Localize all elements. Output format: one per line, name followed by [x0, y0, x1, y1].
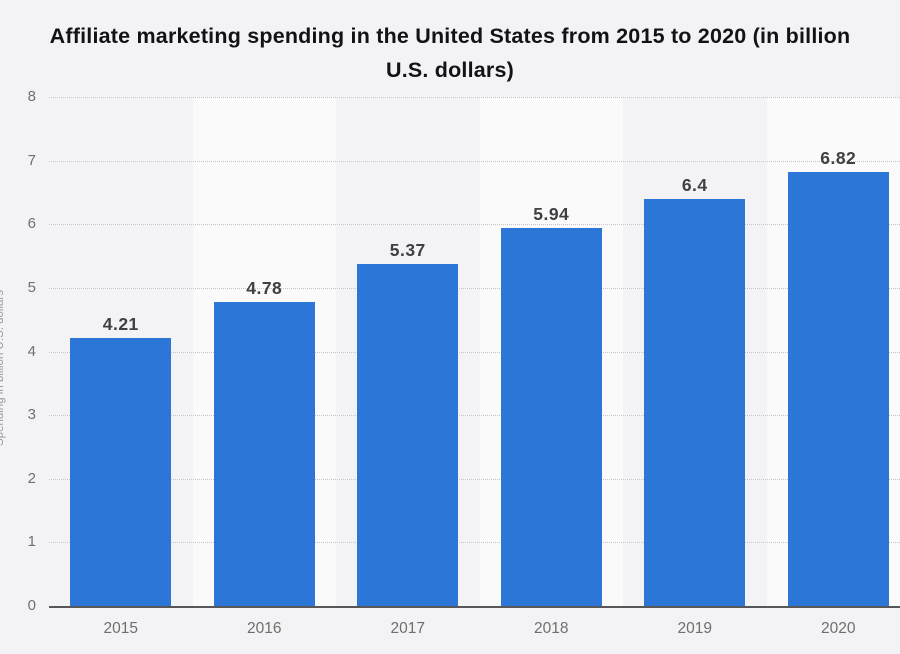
gridline-y7: [49, 160, 900, 162]
x-axis-line: [49, 606, 900, 608]
y-tick-label-8: 8: [27, 88, 36, 105]
chart-title: Affiliate marketing spending in the Unit…: [50, 19, 851, 87]
y-tick-label-7: 7: [27, 151, 36, 169]
x-tick-label-2019: 2019: [677, 620, 712, 637]
y-tick-label-6: 6: [27, 215, 36, 233]
bar-2016[interactable]: [213, 301, 315, 606]
bar-2017[interactable]: [357, 264, 459, 606]
x-tick-label-2015: 2015: [103, 620, 138, 637]
bar-2020[interactable]: [787, 172, 889, 606]
value-label-2017: 5.37: [389, 240, 426, 261]
bar-2015[interactable]: [70, 338, 172, 606]
y-tick-label-4: 4: [27, 342, 36, 360]
gridline-y1: [49, 542, 900, 544]
y-tick-label-1: 1: [27, 533, 36, 551]
x-tick-label-2017: 2017: [390, 620, 425, 637]
gridline-y6: [49, 224, 900, 226]
gridline-y5: [49, 287, 900, 289]
value-label-2019: 6.4: [681, 174, 708, 195]
x-tick-label-2020: 2020: [821, 620, 856, 637]
gridline-y4: [49, 351, 900, 353]
gridline-y2: [49, 478, 900, 480]
value-label-2016: 4.78: [246, 277, 283, 298]
chart-title-line1: Affiliate marketing spending in the Unit…: [49, 24, 851, 48]
x-tick-label-2016: 2016: [247, 620, 282, 637]
value-label-2018: 5.94: [533, 204, 570, 225]
value-label-2015: 4.21: [102, 314, 139, 335]
gridline-y3: [49, 415, 900, 417]
x-tick-label-2018: 2018: [534, 620, 569, 637]
y-tick-label-3: 3: [27, 406, 36, 424]
bar-2019[interactable]: [644, 198, 746, 606]
chart-title-line2: U.S. dollars): [385, 58, 515, 82]
y-tick-label-5: 5: [27, 278, 36, 296]
y-tick-label-0: 0: [27, 597, 36, 614]
gridline-y8: [49, 97, 900, 98]
value-label-2020: 6.82: [820, 148, 857, 169]
y-tick-label-2: 2: [27, 469, 36, 487]
bar-2018[interactable]: [500, 228, 602, 606]
